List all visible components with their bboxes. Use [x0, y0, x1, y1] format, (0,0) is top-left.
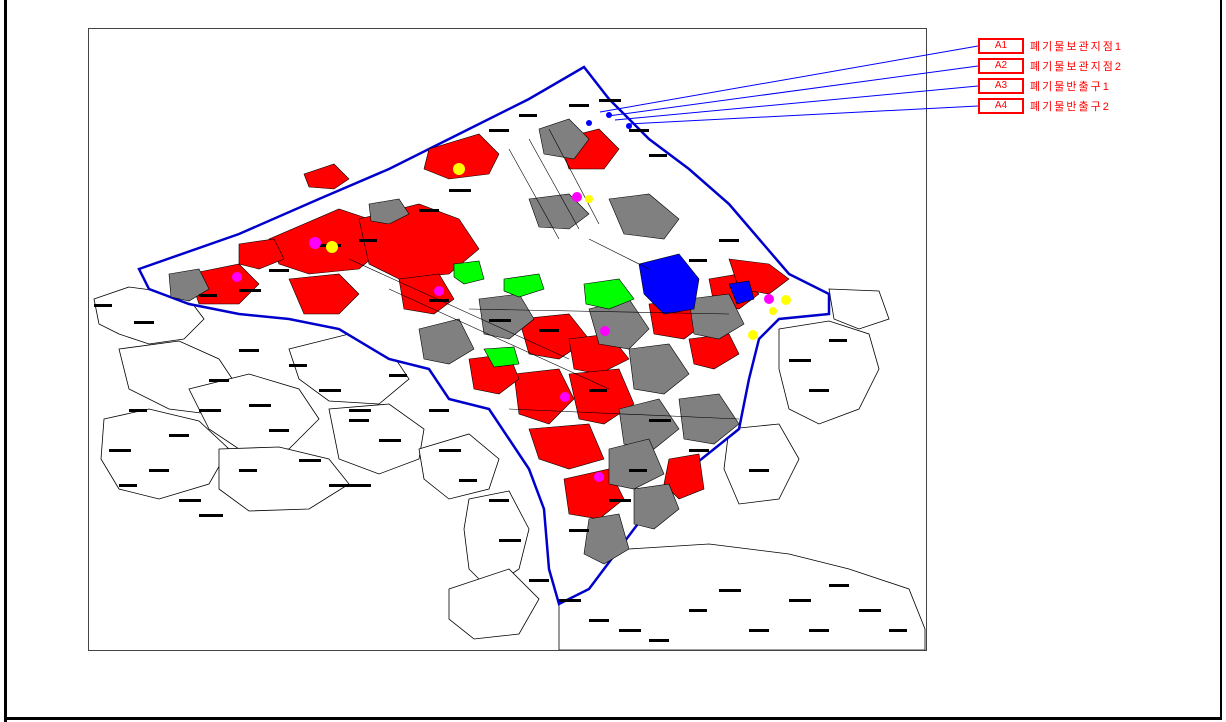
- frame-bottom-border: [4, 717, 1222, 720]
- yellow-marker: [453, 163, 465, 175]
- legend-label: 폐기물보관지점2: [1030, 61, 1123, 73]
- legend-label: 폐기물보관지점1: [1030, 41, 1123, 53]
- markers: [232, 163, 791, 482]
- map-panel[interactable]: [88, 28, 927, 651]
- legend-label: 폐기물반출구1: [1030, 81, 1111, 93]
- legend-item-a2[interactable]: A2 폐기물보관지점2: [978, 58, 1123, 74]
- yellow-marker: [326, 241, 338, 253]
- legend-code: A4: [978, 98, 1024, 114]
- legend-code: A3: [978, 78, 1024, 94]
- yellow-marker: [769, 307, 777, 315]
- yellow-marker: [781, 295, 791, 305]
- parcel-lines: [348, 128, 740, 420]
- legend-item-a1[interactable]: A1 폐기물보관지점1: [978, 38, 1123, 54]
- yellow-marker: [587, 196, 593, 202]
- surrounding-parcels: [93, 286, 926, 650]
- yellow-marker: [748, 330, 758, 340]
- site-map[interactable]: [89, 29, 926, 650]
- legend-code: A2: [978, 58, 1024, 74]
- blue-zones: [638, 253, 755, 315]
- magenta-marker: [594, 472, 604, 482]
- magenta-marker: [600, 326, 610, 336]
- magenta-marker: [434, 286, 444, 296]
- magenta-marker: [309, 237, 321, 249]
- parcel-labels: [94, 99, 907, 642]
- magenta-marker: [572, 192, 582, 202]
- magenta-marker: [232, 272, 242, 282]
- green-zones: [453, 260, 635, 368]
- legend-item-a3[interactable]: A3 폐기물반출구1: [978, 78, 1111, 94]
- magenta-marker: [764, 294, 774, 304]
- magenta-marker: [560, 392, 570, 402]
- legend-label: 폐기물반출구2: [1030, 101, 1111, 113]
- legend-code: A1: [978, 38, 1024, 54]
- frame-right-border: [1220, 0, 1222, 720]
- frame-left-border: [4, 0, 7, 722]
- legend-item-a4[interactable]: A4 폐기물반출구2: [978, 98, 1111, 114]
